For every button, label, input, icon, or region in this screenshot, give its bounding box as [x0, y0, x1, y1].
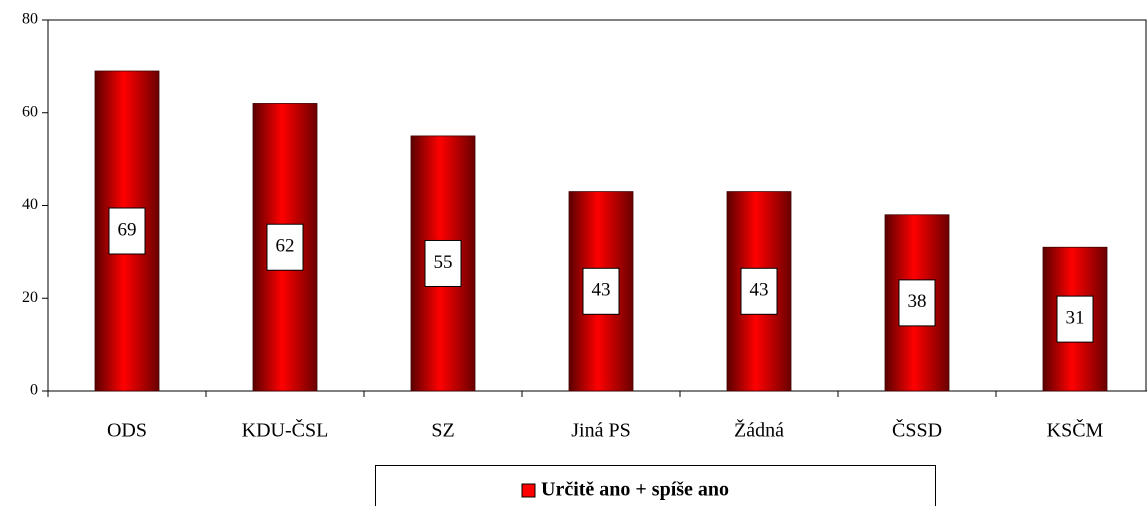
y-tick-label: 60: [22, 103, 38, 120]
data-label-box: [582, 267, 620, 315]
data-label: 69: [118, 219, 137, 240]
data-label-box: [898, 279, 936, 327]
x-tick-label: SZ: [431, 420, 454, 442]
x-tick-label: Žádná: [734, 419, 784, 442]
x-tick-label: ODS: [107, 420, 147, 442]
data-label-box: [108, 207, 146, 255]
legend-box: [375, 465, 936, 506]
data-label: 38: [908, 291, 927, 312]
data-label: 43: [592, 280, 611, 301]
data-label-box: [740, 267, 778, 315]
y-tick-label: 40: [22, 196, 38, 213]
data-label: 31: [1066, 307, 1085, 328]
data-label-box: [1056, 295, 1094, 343]
y-tick-label: 0: [30, 382, 38, 399]
y-tick-label: 80: [22, 11, 38, 28]
x-tick-label: ČSSD: [892, 418, 942, 442]
data-label-box: [424, 239, 462, 287]
data-label: 62: [276, 236, 295, 257]
data-label: 55: [434, 252, 453, 273]
x-tick-label: KSČM: [1047, 418, 1104, 442]
data-label-box: [266, 223, 304, 271]
legend-label: Určitě ano + spíše ano: [541, 479, 729, 501]
legend-swatch: [521, 483, 536, 498]
y-tick-label: 20: [22, 289, 38, 306]
x-tick-label: KDU-ČSL: [242, 418, 329, 442]
x-tick-label: Jiná PS: [571, 420, 630, 442]
data-label: 43: [750, 280, 769, 301]
